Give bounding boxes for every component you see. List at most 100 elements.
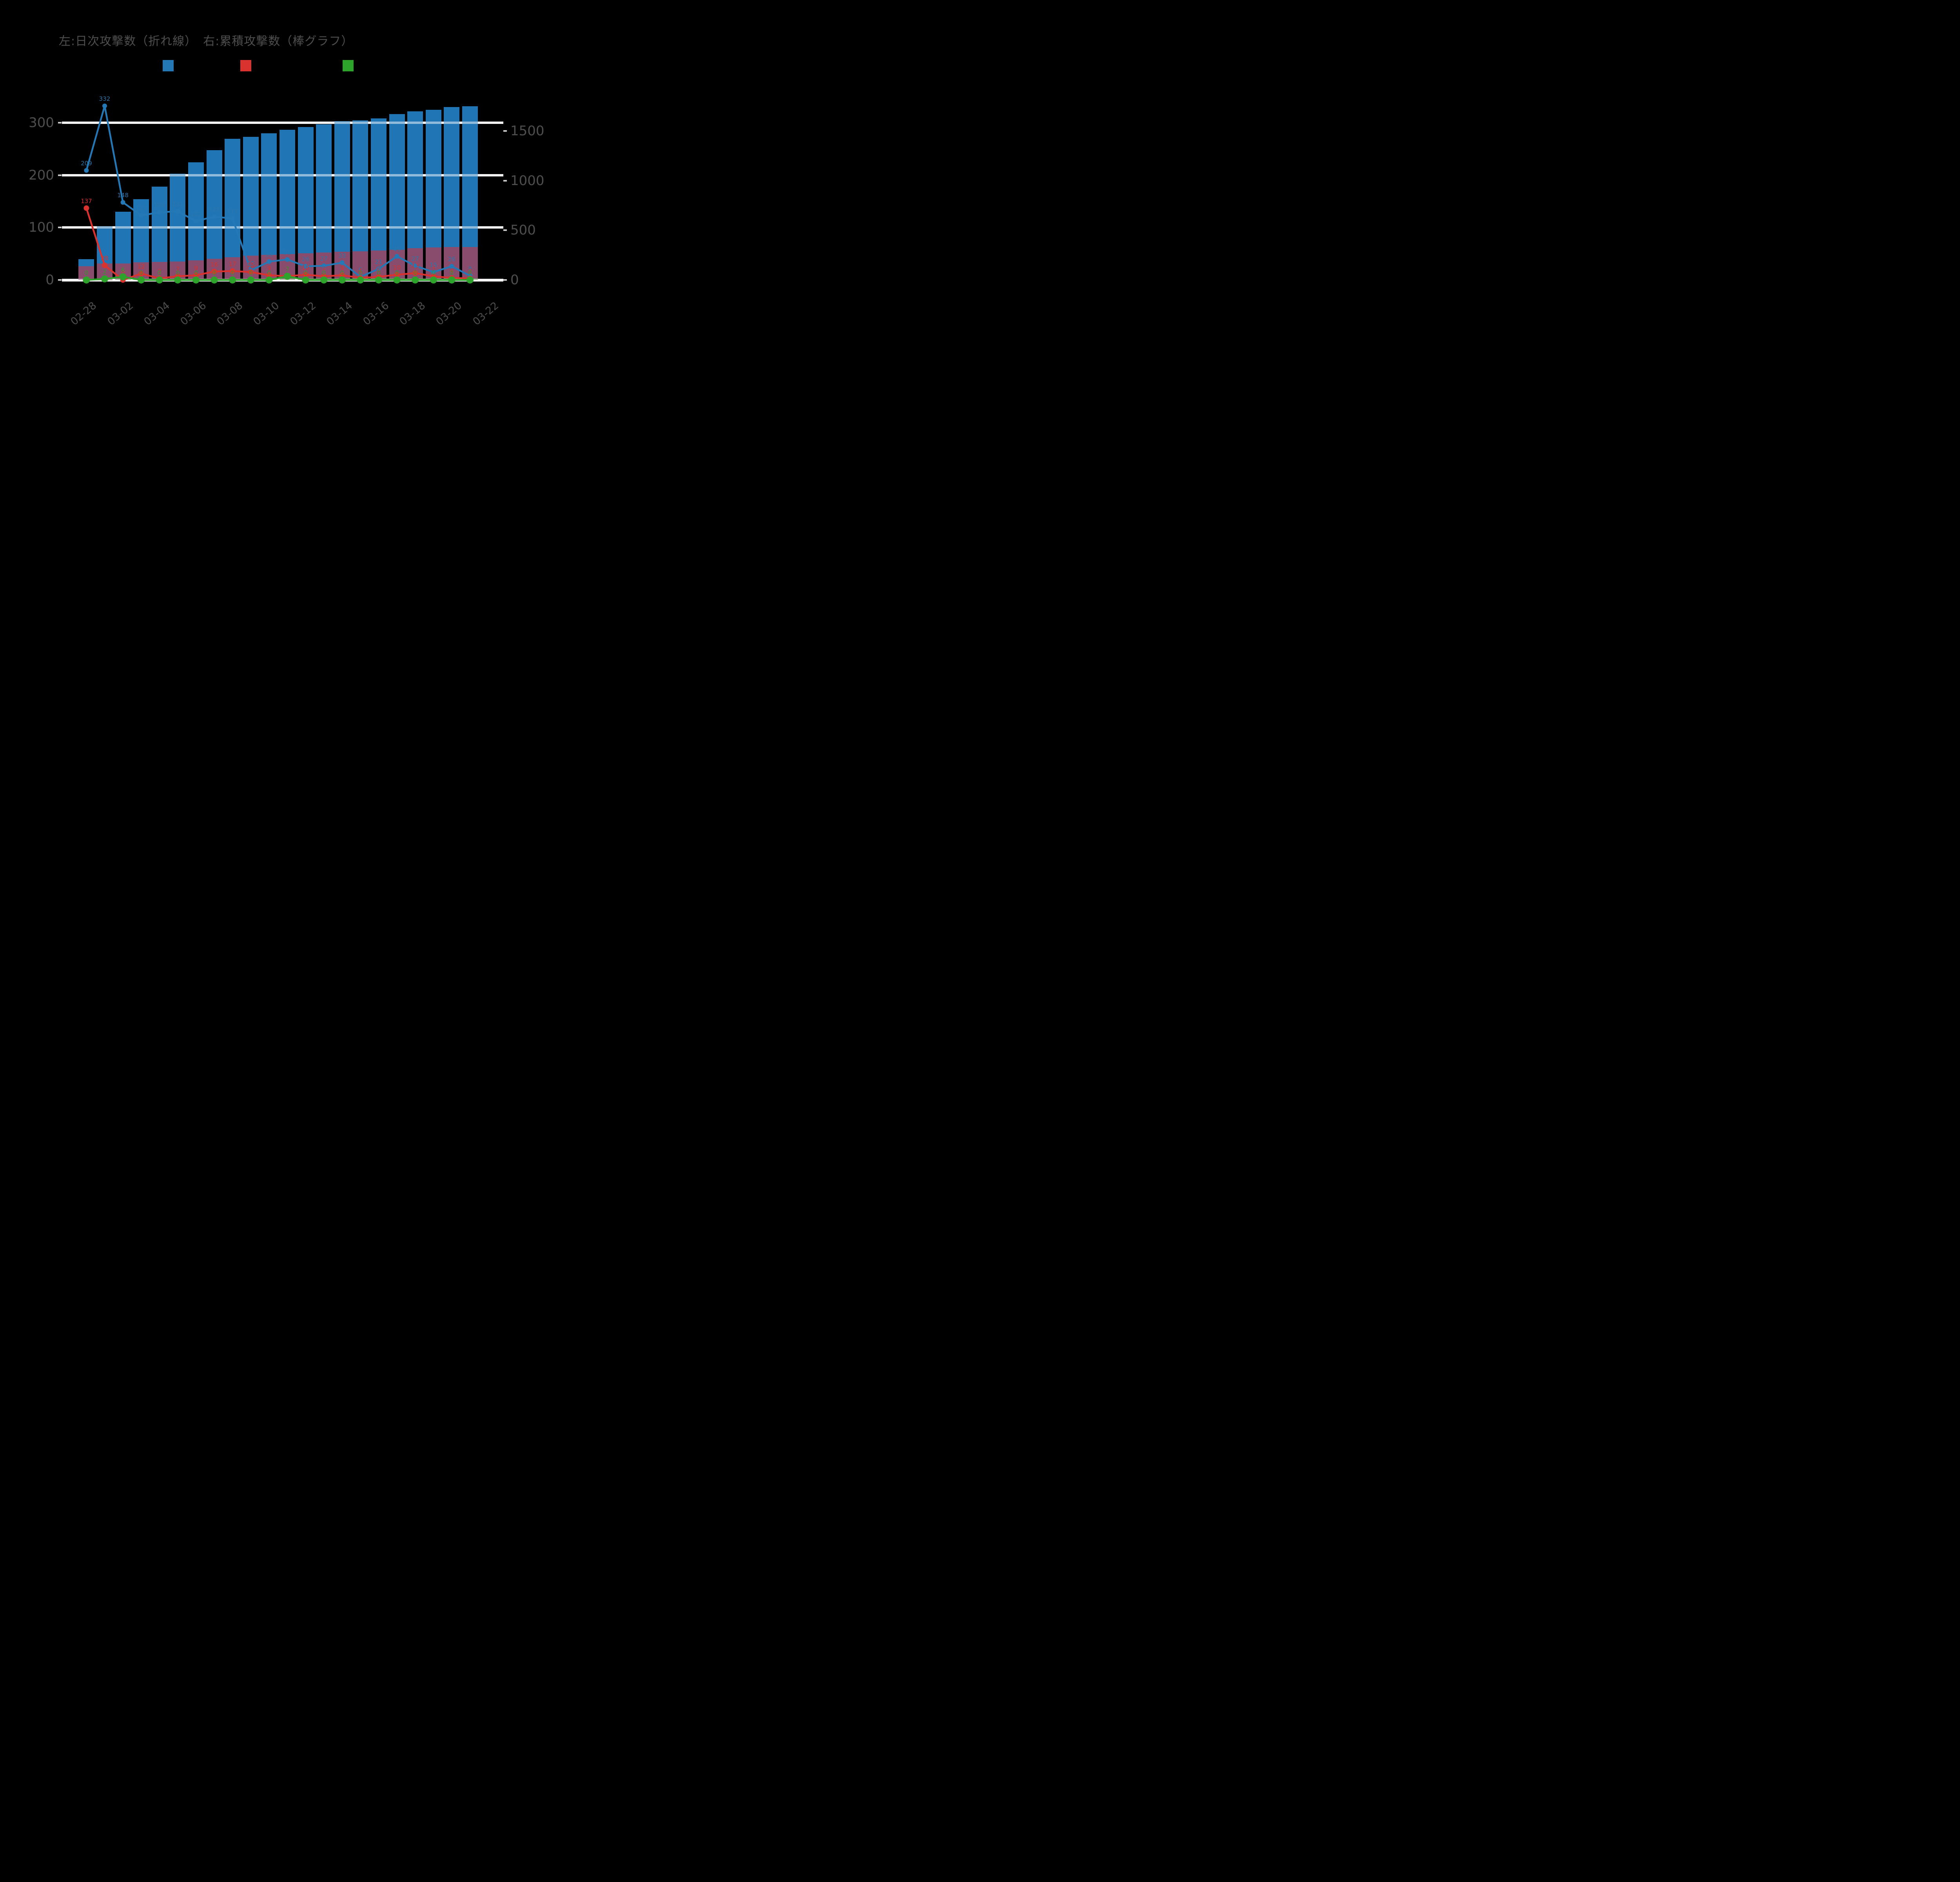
daily-attacks-blue-marker [102,104,107,109]
daily-attacks-red-value-label: 137 [81,198,92,205]
daily-attacks-blue-marker [194,219,198,224]
gridline-overlay-200 [62,174,503,176]
daily-attacks-green-value-label: 0 [158,269,162,276]
daily-attacks-blue-value-label: 15 [430,262,437,269]
left-tick-mark [58,174,62,176]
green-series-swatch [343,60,354,71]
daily-attacks-red-value-label: 7 [432,266,436,273]
daily-attacks-blue-value-label: 27 [320,255,328,262]
daily-attacks-red-marker [138,271,144,276]
daily-attacks-blue-marker [303,264,308,269]
daily-attacks-blue-marker [413,263,418,268]
daily-attacks-blue-value-label: 123 [136,205,147,212]
daily-attacks-green-marker [247,276,254,283]
daily-attacks-blue-value-label: 112 [191,211,202,218]
daily-attacks-blue-marker [157,210,162,215]
chart-title: 左:日次攻撃数（折れ線） 右:累積攻撃数（棒グラフ） [59,35,354,48]
daily-attacks-blue-marker [230,216,235,221]
daily-attacks-green-marker [338,276,346,283]
daily-attacks-red-value-label: 10 [393,264,401,271]
right-axis-tick-1500: 1500 [510,123,544,139]
daily-attacks-red-value-label: 17 [229,260,236,267]
daily-attacks-blue-value-label: 209 [81,160,92,167]
daily-attacks-red-value-label: 9 [194,265,198,272]
cumulative-attacks-red-overlap-bar [444,247,460,280]
daily-attacks-blue-marker [376,266,381,271]
daily-attacks-blue-value-label: 45 [393,246,401,253]
daily-attacks-green-marker [192,276,200,283]
daily-attacks-green-value-label: 2 [103,268,107,275]
daily-attacks-red-marker [102,262,107,268]
daily-attacks-blue-marker [321,263,327,268]
daily-attacks-green-marker [302,276,309,283]
blue-series-swatch [163,60,174,71]
daily-attacks-green-value-label: 0 [230,269,234,276]
daily-attacks-blue-marker [431,269,436,274]
daily-attacks-blue-marker [84,168,89,173]
daily-attacks-green-value-label: 0 [450,269,454,276]
right-axis-tick-0: 0 [510,272,519,288]
daily-attacks-blue-value-label: 131 [172,201,183,208]
right-axis-tick-1000: 1000 [510,173,544,189]
daily-attacks-blue-value-label: 332 [99,95,111,102]
daily-attacks-blue-value-label: 121 [209,206,220,213]
daily-attacks-red-value-label: 4 [450,267,454,274]
daily-attacks-blue-value-label: 148 [117,192,129,199]
right-tick-mark [503,130,507,132]
daily-attacks-green-value-label: 0 [212,269,216,276]
daily-attacks-red-value-label: 7 [322,266,326,273]
daily-attacks-green-value-label: 0 [395,269,399,276]
daily-attacks-red-marker [211,269,217,274]
daily-attacks-red-value-label: 7 [285,266,289,273]
cumulative-attacks-blue-bar [225,138,241,280]
daily-attacks-red-value-label: 16 [211,261,218,268]
daily-attacks-green-marker [101,275,108,283]
daily-attacks-green-marker [357,276,364,283]
daily-attacks-red-value-label: 28 [101,255,108,262]
gridline-overlay-300 [62,121,503,124]
daily-attacks-blue-value-label: 26 [448,256,456,263]
left-tick-mark [58,122,62,124]
daily-attacks-green-marker [119,273,127,280]
daily-attacks-green-value-label: 0 [377,269,381,276]
daily-attacks-blue-marker [285,257,290,262]
daily-attacks-green-marker [466,276,474,283]
daily-attacks-green-marker [430,276,437,283]
daily-attacks-green-value-label: 0 [340,269,344,276]
gridline-overlay-100 [62,226,503,229]
daily-attacks-green-value-label: 0 [176,269,180,276]
daily-attacks-blue-value-label: 39 [283,249,291,256]
daily-attacks-red-marker [266,272,272,278]
daily-attacks-green-line [86,275,470,281]
daily-attacks-green-value-label: 0 [413,269,417,276]
daily-attacks-green-marker [211,276,218,283]
daily-attacks-red-marker [412,270,418,276]
daily-attacks-green-marker [229,276,236,283]
daily-attacks-blue-marker [339,260,345,265]
daily-attacks-green-value-label: 0 [267,269,271,276]
daily-attacks-blue-value-label: 6 [359,266,363,273]
daily-attacks-red-value-label: 3 [468,268,472,275]
daily-attacks-green-value-label: 6 [121,266,125,273]
gridline-overlay-0 [62,278,503,282]
daily-attacks-red-marker [339,272,345,278]
left-axis-tick-0: 0 [45,272,54,288]
daily-attacks-green-marker [265,276,273,283]
daily-attacks-green-marker [448,276,456,283]
right-tick-mark [503,180,507,182]
daily-attacks-blue-marker [394,254,399,259]
daily-attacks-red-value-label: 12 [138,263,145,270]
left-axis-tick-100: 100 [29,220,54,236]
daily-attacks-green-marker [156,276,163,283]
daily-attacks-blue-marker [267,259,272,264]
daily-attacks-green-value-label: 0 [139,269,143,276]
daily-attacks-green-value-label: 0 [194,269,198,276]
daily-attacks-blue-value-label: 18 [247,260,254,267]
daily-attacks-blue-value-label: 8 [468,265,472,272]
daily-attacks-red-value-label: 4 [359,267,363,274]
daily-attacks-blue-value-label: 129 [154,202,165,209]
daily-attacks-red-value-label: 15 [247,262,254,269]
daily-attacks-green-marker [375,276,382,283]
daily-attacks-blue-value-label: 35 [265,251,273,258]
